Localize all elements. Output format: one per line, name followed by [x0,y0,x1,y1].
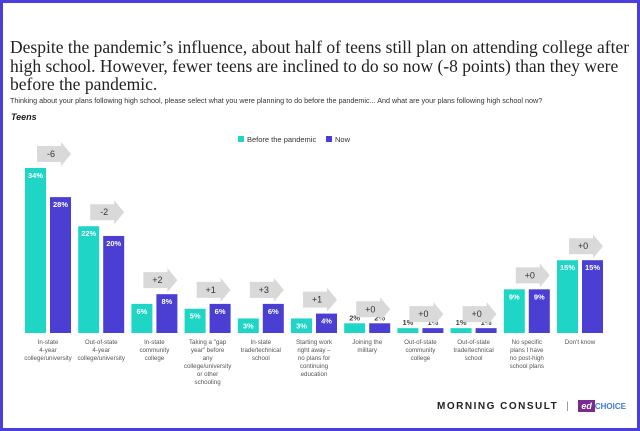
bar [262,303,284,333]
data-label: 28% [53,200,68,209]
bar [344,323,366,333]
change-arrow [303,287,337,312]
change-arrow [37,142,71,166]
change-arrow [515,263,550,288]
category-label: Don't know [565,339,596,346]
morning-consult-logo: MORNING CONSULT [437,400,559,412]
data-label: 2% [374,313,385,322]
change-arrow [196,277,231,302]
data-label: 4% [321,317,332,326]
category-label: Out-of-state community college [404,339,437,362]
change-arrow [90,200,125,225]
group-label: Teens [11,112,37,122]
logo-area: MORNING CONSULT | ed CHOICE [437,400,626,412]
bar [78,226,100,333]
data-label: 9% [534,292,545,301]
change-label: +0 [471,309,481,319]
category-label: In-state trade/technical school [241,339,281,362]
bar [528,289,550,333]
change-label: -6 [47,149,55,159]
bar [369,323,391,333]
data-label: 15% [585,263,600,272]
bar [503,289,525,333]
change-label: +3 [259,285,269,295]
data-label: 6% [268,307,279,316]
bar [25,168,46,333]
category-label: Out-of-state trade/technical school [453,339,493,362]
change-label: +0 [578,241,588,251]
change-arrow [409,302,444,327]
bar [557,260,578,333]
legend-swatch [238,136,244,142]
legend-label: Before the pandemic [247,135,316,144]
change-label: +1 [312,295,322,305]
change-label: +0 [418,309,428,319]
data-label: 34% [28,171,43,180]
change-arrow [249,277,284,302]
bar [397,328,419,333]
data-label: 15% [560,263,575,272]
data-label: 1% [402,318,413,327]
legend-label: Now [335,135,351,144]
change-label: +0 [365,304,375,314]
legend-swatch [326,136,332,142]
category-label: Taking a "gap year" before any college/univ… [184,339,232,386]
category-label: No specific plans I have no post-high schoo… [510,339,545,370]
bar [184,308,206,333]
data-label: 8% [161,297,172,306]
data-label: 20% [106,239,121,248]
change-arrow [356,297,391,322]
edchoice-logo: ed [578,400,595,412]
category-label: Out-of-state 4-year college/university [77,339,125,362]
bar [475,328,497,333]
bar [50,197,71,333]
bar [422,328,444,333]
data-label: 9% [509,292,520,301]
bar [209,303,231,333]
bar [103,235,125,333]
change-arrow [569,234,603,259]
category-label: Joining the military [352,339,382,354]
change-label: +2 [152,275,162,285]
bar [291,318,312,333]
bar [316,313,337,333]
data-label: 3% [296,321,307,330]
data-label: 2% [349,313,360,322]
edchoice-logo-text: CHOICE [594,401,626,411]
bar [237,318,259,333]
change-label: -2 [100,207,108,217]
bar [450,328,472,333]
category-label: In-state community college [139,339,170,362]
survey-question: Thinking about your plans following high… [10,96,543,105]
data-label: 5% [190,312,201,321]
data-label: 3% [243,321,254,330]
data-label: 6% [215,307,226,316]
data-label: 1% [427,318,438,327]
data-label: 6% [136,307,147,316]
data-label: 1% [481,318,492,327]
change-label: +0 [525,270,535,280]
data-label: 1% [456,318,467,327]
category-label: In-state 4-year college/university [24,339,72,362]
bar [582,260,603,333]
change-label: +1 [205,285,215,295]
data-label: 22% [81,229,96,238]
bar [131,303,153,333]
change-arrow [462,302,497,327]
chart-title: Despite the pandemic’s influence, about … [10,37,630,94]
change-arrow [143,268,178,293]
bar [156,294,178,333]
logo-separator: | [566,400,571,412]
category-label: Starting work right away – no plans for con… [296,339,333,378]
